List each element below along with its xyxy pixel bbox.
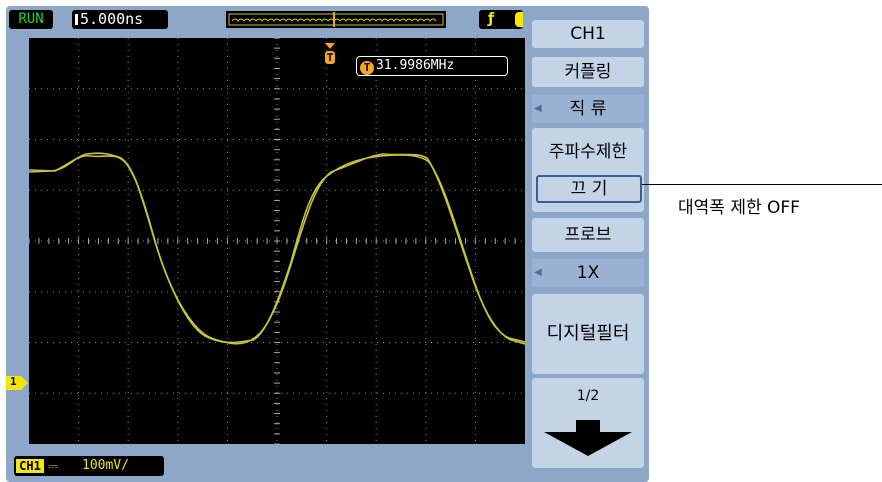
waveform-overview [226, 11, 446, 28]
digital-filter-label: 디지털필터 [546, 323, 630, 344]
overview-waveform [228, 12, 444, 27]
digital-filter-button[interactable]: 디지털필터 [532, 294, 644, 374]
next-page-button[interactable]: 1/2 [532, 378, 644, 468]
waveform-trace [28, 153, 526, 345]
frequency-value: 31.9986MHz [376, 58, 455, 73]
dc-coupling-icon: ⎓ [48, 459, 58, 473]
trigger-mode-indicator: ƒ [479, 10, 523, 29]
status-bar: RUN 5.000ns ƒ [6, 7, 526, 31]
coupling-button[interactable]: 커플링 [532, 57, 644, 87]
graticule-grid [28, 37, 526, 445]
softkey-menu: CH1 커플링 ◀ 직 류 주파수제한 끄 기 프로브 ◀ 1X 디지털필터 1… [532, 10, 644, 476]
run-status-badge[interactable]: RUN [9, 10, 53, 29]
vertical-scale: 100mV/ [82, 458, 129, 473]
trigger-t-icon [325, 43, 335, 64]
callout-leader-line [642, 184, 882, 185]
probe-value[interactable]: ◀ 1X [532, 259, 644, 287]
probe-value-label: 1X [576, 263, 600, 283]
left-arrow-icon: ◀ [534, 103, 542, 114]
trigger-position-marker[interactable] [324, 43, 336, 72]
probe-button[interactable]: 프로브 [532, 218, 644, 252]
ground-marker-label: 1 [10, 375, 17, 388]
bandwidth-limit-label: 주파수제한 [548, 142, 628, 162]
page-indicator: 1/2 [576, 388, 600, 404]
coupling-value-label: 직 류 [569, 99, 607, 119]
timebase-readout: 5.000ns [72, 10, 168, 29]
channel-status-bar: CH1 ⎓ 100mV/ [14, 456, 164, 476]
coupling-value[interactable]: ◀ 직 류 [532, 95, 644, 123]
frequency-measurement: T 31.9986MHz [356, 56, 508, 76]
trigger-measure-icon: T [360, 61, 374, 75]
bandwidth-limit-button[interactable]: 주파수제한 끄 기 [532, 128, 644, 212]
rising-edge-icon: ƒ [488, 11, 495, 27]
bandwidth-limit-value: 끄 기 [536, 175, 642, 203]
left-arrow-icon: ◀ [534, 267, 542, 278]
ground-marker-icon [6, 376, 28, 390]
trigger-channel-marker [515, 12, 523, 27]
menu-title: CH1 [532, 20, 644, 48]
ground-reference-marker[interactable]: 1 [6, 375, 29, 390]
callout-annotation: 대역폭 제한 OFF [678, 198, 800, 218]
down-arrow-icon [544, 420, 632, 456]
channel-badge: CH1 [16, 459, 44, 473]
graticule-display [28, 37, 526, 445]
